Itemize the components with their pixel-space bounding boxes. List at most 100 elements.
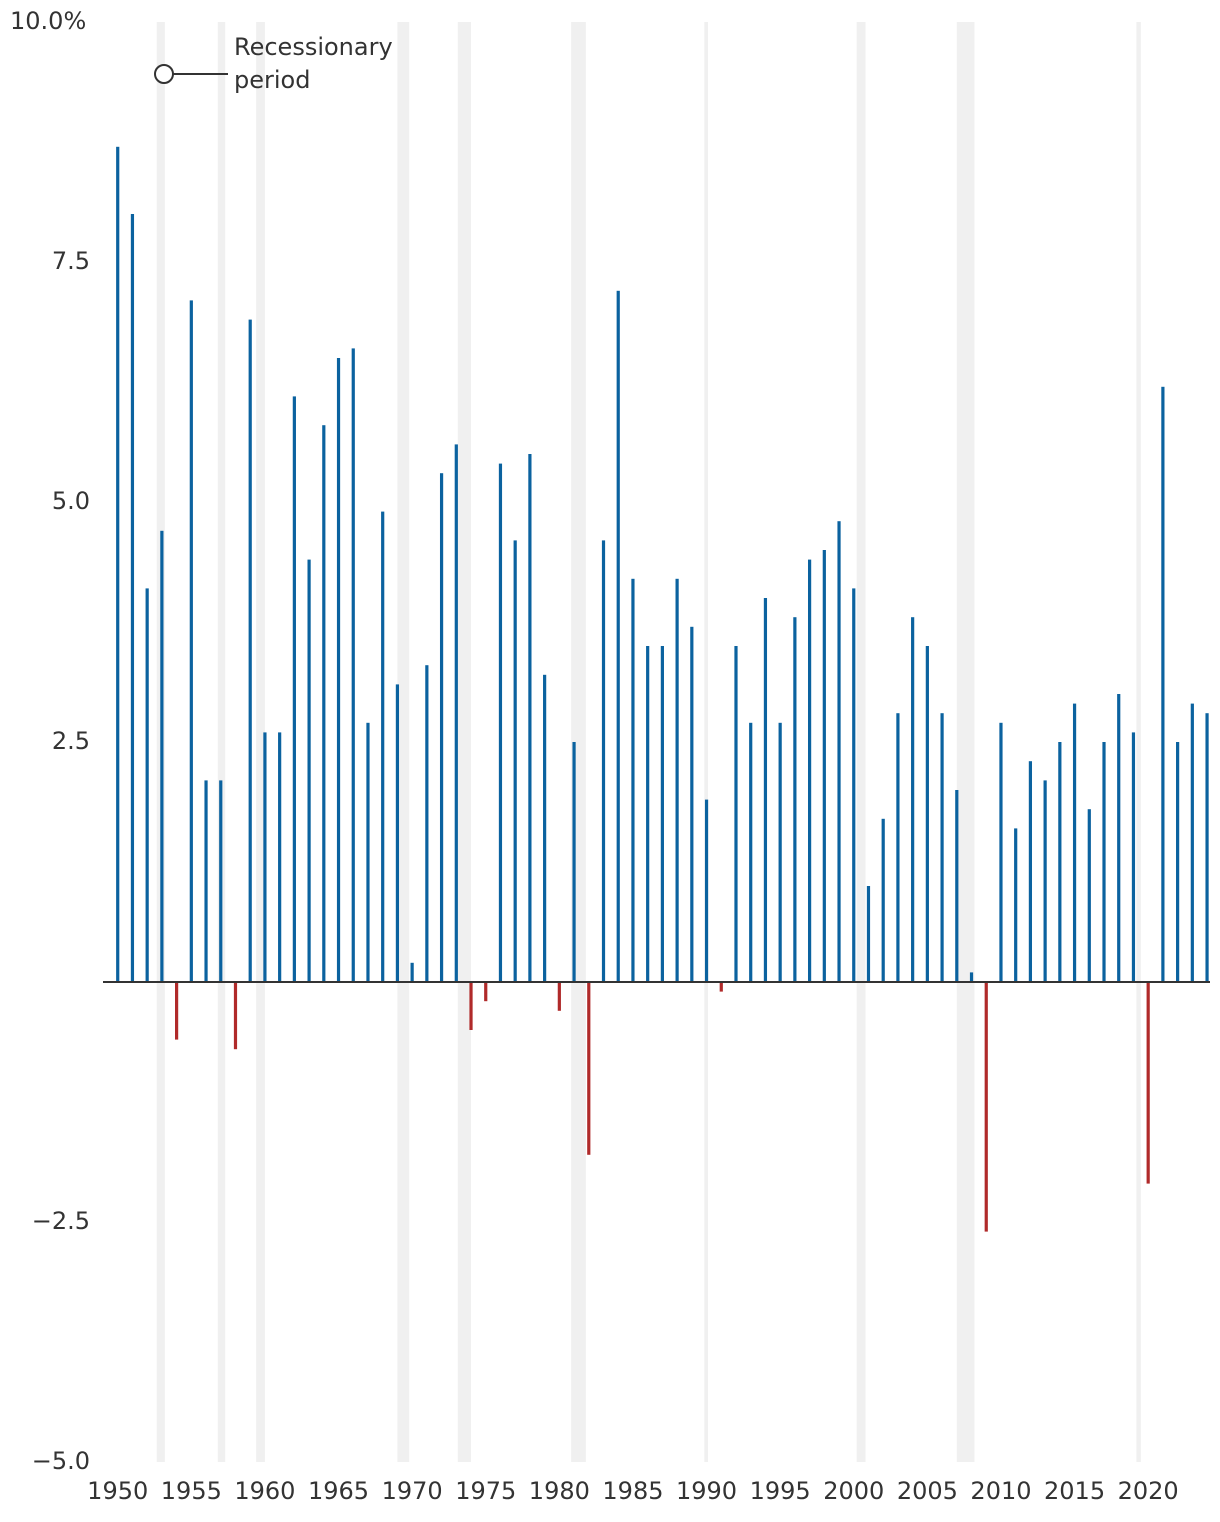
x-tick-label: 1975 <box>455 1477 516 1505</box>
x-tick-label: 1955 <box>161 1477 222 1505</box>
bar <box>189 300 193 982</box>
bar <box>778 722 782 982</box>
bar <box>807 559 812 982</box>
x-tick-label: 1965 <box>308 1477 369 1505</box>
bar <box>925 646 929 982</box>
recession-band <box>704 22 709 1462</box>
bar <box>940 713 944 982</box>
bar <box>704 799 709 982</box>
bar <box>1102 742 1106 982</box>
bar <box>528 454 532 982</box>
y-tick-label: 10.0% <box>10 7 86 35</box>
bar <box>955 790 959 982</box>
bar <box>719 982 723 992</box>
bar <box>896 713 900 982</box>
legend-marker <box>154 64 174 84</box>
bar <box>454 444 458 982</box>
bar <box>587 982 591 1155</box>
bar <box>278 732 282 982</box>
recession-band <box>217 22 226 1462</box>
bar <box>763 598 768 982</box>
recession-band <box>856 22 866 1462</box>
bar <box>1028 761 1033 982</box>
bar <box>572 742 576 982</box>
bar <box>307 559 311 982</box>
bar <box>498 463 503 983</box>
x-tick-label: 2020 <box>1118 1477 1179 1505</box>
bar <box>1043 780 1047 982</box>
bar <box>513 540 517 982</box>
bar <box>822 550 826 982</box>
bar <box>175 982 179 1040</box>
recession-band <box>571 22 586 1462</box>
bar <box>1190 703 1194 982</box>
bar <box>145 588 149 982</box>
x-tick-label: 2005 <box>897 1477 958 1505</box>
bar <box>484 982 488 1002</box>
bar <box>1014 828 1018 982</box>
y-tick-label: 5.0 <box>52 487 90 515</box>
bar <box>969 972 974 982</box>
bar <box>734 646 738 982</box>
recession-band <box>457 22 472 1462</box>
x-tick-label: 2010 <box>970 1477 1031 1505</box>
bar <box>469 982 473 1030</box>
x-tick-label: 1950 <box>87 1477 148 1505</box>
bar <box>881 818 885 982</box>
bar <box>675 578 679 982</box>
bar <box>248 319 252 983</box>
bar <box>204 780 208 982</box>
y-tick-label: −2.5 <box>32 1207 90 1235</box>
bar <box>425 665 429 982</box>
recession-band <box>1136 22 1141 1462</box>
bar <box>292 396 296 982</box>
y-tick-label: 7.5 <box>52 247 90 275</box>
x-tick-label: 1985 <box>602 1477 663 1505</box>
y-tick-label: 2.5 <box>52 727 90 755</box>
bar <box>660 646 664 982</box>
bar <box>439 473 444 982</box>
y-tick-label: −5.0 <box>32 1447 90 1475</box>
bar <box>984 982 988 1232</box>
bar <box>646 646 650 982</box>
x-tick-label: 2000 <box>823 1477 884 1505</box>
x-tick-label: 1995 <box>750 1477 811 1505</box>
bar <box>233 982 238 1050</box>
bar <box>631 578 635 982</box>
bar <box>1176 742 1180 982</box>
bar <box>1072 703 1077 982</box>
bar <box>160 530 164 982</box>
bar <box>351 348 355 982</box>
bar <box>543 674 547 982</box>
bar <box>1058 742 1062 982</box>
bar <box>793 617 797 982</box>
bar <box>1131 732 1136 982</box>
x-tick-label: 1990 <box>676 1477 737 1505</box>
bar <box>263 732 267 982</box>
bar <box>410 962 414 982</box>
bar <box>1205 713 1209 982</box>
recession-band <box>397 22 410 1462</box>
bar <box>601 540 606 982</box>
bar <box>336 358 341 982</box>
x-tick-label: 2015 <box>1044 1477 1105 1505</box>
bar <box>911 617 915 982</box>
legend: Recessionary period <box>154 33 393 94</box>
bar <box>1117 694 1121 982</box>
bar <box>866 886 871 982</box>
bar <box>837 521 841 982</box>
bar <box>749 722 753 982</box>
bar <box>395 684 400 982</box>
recession-band <box>956 22 975 1462</box>
bar <box>219 780 223 982</box>
bar <box>366 722 370 982</box>
x-tick-label: 1980 <box>529 1477 590 1505</box>
bar <box>1087 809 1091 982</box>
bar <box>557 982 561 1011</box>
legend-label: Recessionary period <box>234 33 393 94</box>
x-tick-label: 1970 <box>382 1477 443 1505</box>
recession-band <box>256 22 265 1462</box>
bar <box>1146 982 1150 1184</box>
bar <box>1161 386 1165 982</box>
bar <box>999 722 1003 982</box>
